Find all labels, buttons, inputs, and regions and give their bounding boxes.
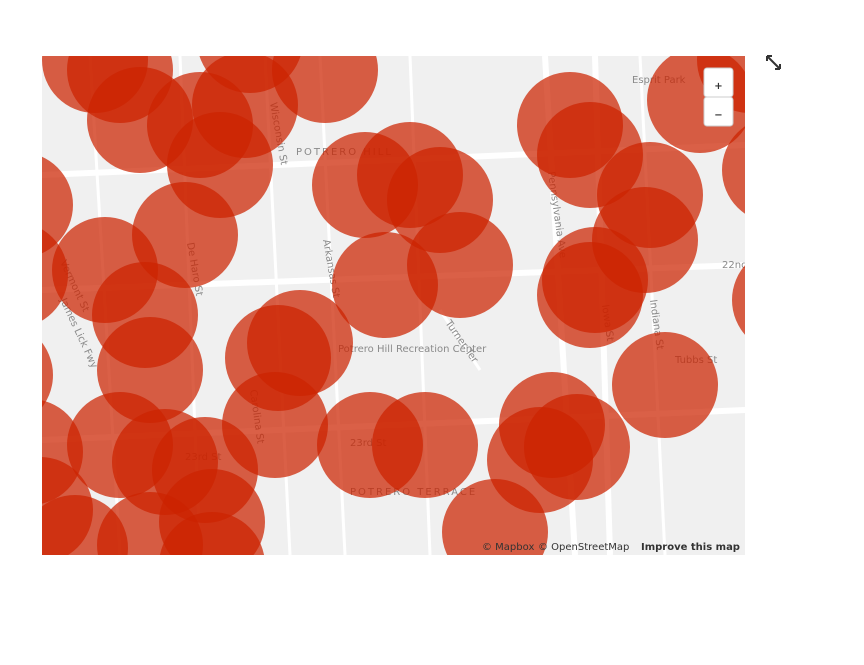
fullscreen-button[interactable] xyxy=(766,55,781,70)
place-label: Potrero Hill Recreation Center xyxy=(338,344,487,355)
location-circle[interactable] xyxy=(22,495,128,601)
street-label: 22nd St xyxy=(722,260,761,271)
location-circle[interactable] xyxy=(732,247,838,353)
location-circle[interactable] xyxy=(722,117,828,223)
location-circle[interactable] xyxy=(524,394,630,500)
zoom-in-label: + xyxy=(714,81,722,92)
location-circle[interactable] xyxy=(407,212,513,318)
location-circle[interactable] xyxy=(442,479,548,585)
location-circle[interactable] xyxy=(542,227,648,333)
attribution-mapbox[interactable]: © Mapbox xyxy=(482,542,534,553)
location-circle[interactable] xyxy=(159,512,265,618)
location-circle[interactable] xyxy=(247,290,353,396)
zoom-out-label: − xyxy=(714,110,722,121)
zoom-out-button[interactable]: − xyxy=(703,96,734,127)
location-circle[interactable] xyxy=(0,222,68,328)
zoom-in-button[interactable]: + xyxy=(703,67,734,98)
location-circle[interactable] xyxy=(0,152,73,258)
location-circle[interactable] xyxy=(372,392,478,498)
location-circle[interactable] xyxy=(272,17,378,123)
attribution-improve[interactable]: Improve this map xyxy=(641,542,740,553)
location-circle[interactable] xyxy=(612,332,718,438)
location-circle[interactable] xyxy=(0,322,53,428)
attribution-osm[interactable]: © OpenStreetMap xyxy=(538,542,629,553)
location-circle[interactable] xyxy=(132,182,238,288)
